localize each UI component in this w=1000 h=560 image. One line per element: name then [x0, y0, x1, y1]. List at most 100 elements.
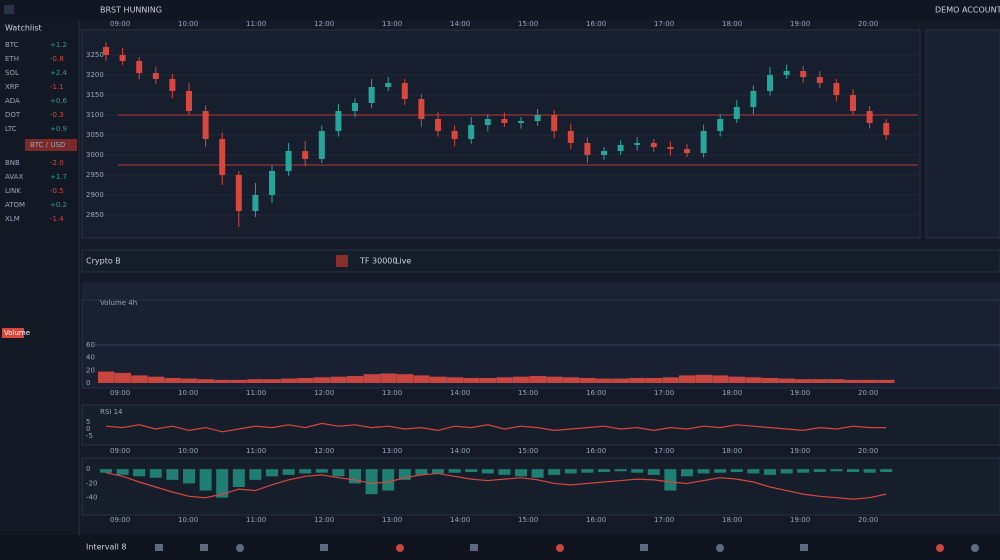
tool-icon[interactable]	[971, 544, 979, 552]
time-label: 10:00	[178, 447, 198, 455]
momentum-bar	[813, 469, 826, 472]
tool-icon[interactable]	[640, 544, 648, 551]
candle-body	[534, 115, 541, 121]
momentum-bar	[681, 469, 693, 477]
momentum-bar	[365, 469, 378, 495]
tool-icon[interactable]	[320, 544, 328, 551]
watch-symbol[interactable]: AVAX	[5, 173, 23, 181]
time-label: 09:00	[110, 389, 130, 397]
app-title: BRST HUNNING	[100, 6, 162, 15]
candle-body	[302, 151, 309, 159]
tool-icon[interactable]	[556, 544, 564, 552]
momentum-bar	[880, 469, 893, 472]
candle-body	[800, 71, 807, 77]
tool-icon[interactable]	[236, 544, 244, 552]
info-icon[interactable]	[336, 255, 348, 267]
time-label: 10:00	[178, 389, 198, 397]
y-tick-label: -5	[86, 432, 93, 440]
time-label: 12:00	[314, 20, 334, 28]
volume-bar	[562, 377, 580, 383]
time-label: 17:00	[654, 447, 674, 455]
volume-bar	[479, 377, 497, 383]
oscillator-panel	[81, 404, 1000, 446]
volume-bar	[98, 371, 115, 383]
volume-bar	[446, 377, 463, 383]
candle-body	[883, 123, 890, 135]
time-label: 20:00	[858, 389, 878, 397]
tool-icon[interactable]	[716, 544, 724, 552]
momentum-bar	[631, 469, 644, 473]
tool-icon[interactable]	[155, 544, 163, 551]
tool-icon[interactable]	[470, 544, 478, 551]
candle-body	[567, 131, 574, 143]
volume-bar	[513, 376, 530, 383]
candle-body	[850, 95, 856, 111]
watch-symbol[interactable]: LINK	[5, 187, 21, 195]
watch-change: +1.2	[50, 41, 67, 49]
momentum-bar	[614, 469, 627, 472]
momentum-bar	[730, 469, 743, 472]
tool-icon[interactable]	[200, 544, 208, 551]
watch-change: +1.7	[50, 173, 67, 181]
momentum-bar	[199, 469, 212, 491]
oscillator-label: RSI 14	[100, 408, 123, 416]
momentum-bar	[432, 469, 444, 474]
active-symbol-bg[interactable]	[25, 139, 77, 151]
volume-bar	[247, 379, 264, 383]
time-label: 16:00	[586, 447, 606, 455]
account-label[interactable]: DEMO ACCOUNT	[935, 6, 1000, 15]
volume-bar	[745, 377, 762, 383]
y-tick-label: -20	[86, 479, 97, 487]
watch-symbol[interactable]: LTC	[5, 125, 17, 133]
y-tick-label: 40	[86, 354, 95, 362]
watch-change: +0.9	[50, 125, 67, 133]
time-label: 18:00	[722, 389, 742, 397]
watch-symbol[interactable]: DOT	[5, 111, 21, 119]
watch-symbol[interactable]: BTC	[5, 41, 19, 49]
momentum-bar	[398, 469, 411, 480]
watch-symbol[interactable]: XRP	[5, 83, 19, 91]
y-tick-label: 3000	[86, 151, 104, 159]
volume-bar	[679, 375, 696, 383]
time-label: 17:00	[654, 389, 674, 397]
oscillator-line	[105, 422, 887, 433]
volume-button[interactable]	[2, 328, 24, 338]
time-label: 17:00	[654, 516, 674, 524]
candle-body	[103, 47, 109, 55]
logo[interactable]	[4, 5, 14, 14]
watch-symbol[interactable]: ETH	[5, 55, 19, 63]
volume-bar	[230, 379, 248, 383]
watch-symbol[interactable]: XLM	[5, 215, 20, 223]
volume-bar	[861, 379, 878, 383]
volume-bar	[845, 379, 862, 383]
candle-body	[219, 139, 226, 175]
momentum-line	[105, 472, 887, 500]
tool-icon[interactable]	[396, 544, 404, 552]
time-label: 11:00	[246, 389, 266, 397]
info-symbol: Crypto B	[86, 257, 121, 266]
momentum-bar	[100, 469, 112, 473]
watch-symbol[interactable]: BNB	[5, 159, 20, 167]
time-label: 18:00	[722, 20, 742, 28]
candle-body	[617, 145, 624, 151]
volume-bar	[114, 372, 131, 383]
volume-bar	[712, 375, 729, 383]
watch-change: -1.1	[50, 83, 64, 91]
candle-body	[285, 151, 292, 171]
watch-symbol[interactable]: ATOM	[5, 201, 25, 209]
volume-panel	[81, 299, 1000, 389]
y-tick-label: 2900	[86, 191, 104, 199]
watch-symbol[interactable]: ADA	[5, 97, 20, 105]
momentum-bar	[747, 469, 760, 474]
tool-icon[interactable]	[800, 544, 808, 551]
tool-icon[interactable]	[936, 544, 944, 552]
candle-body	[584, 143, 591, 155]
time-label: 16:00	[586, 20, 606, 28]
watch-symbol[interactable]: SOL	[5, 69, 19, 77]
time-label: 14:00	[450, 389, 470, 397]
y-tick-label: -40	[86, 494, 97, 502]
momentum-bar	[382, 469, 395, 491]
time-label: 09:00	[110, 447, 130, 455]
momentum-bar	[315, 469, 328, 473]
time-label: 17:00	[654, 20, 674, 28]
